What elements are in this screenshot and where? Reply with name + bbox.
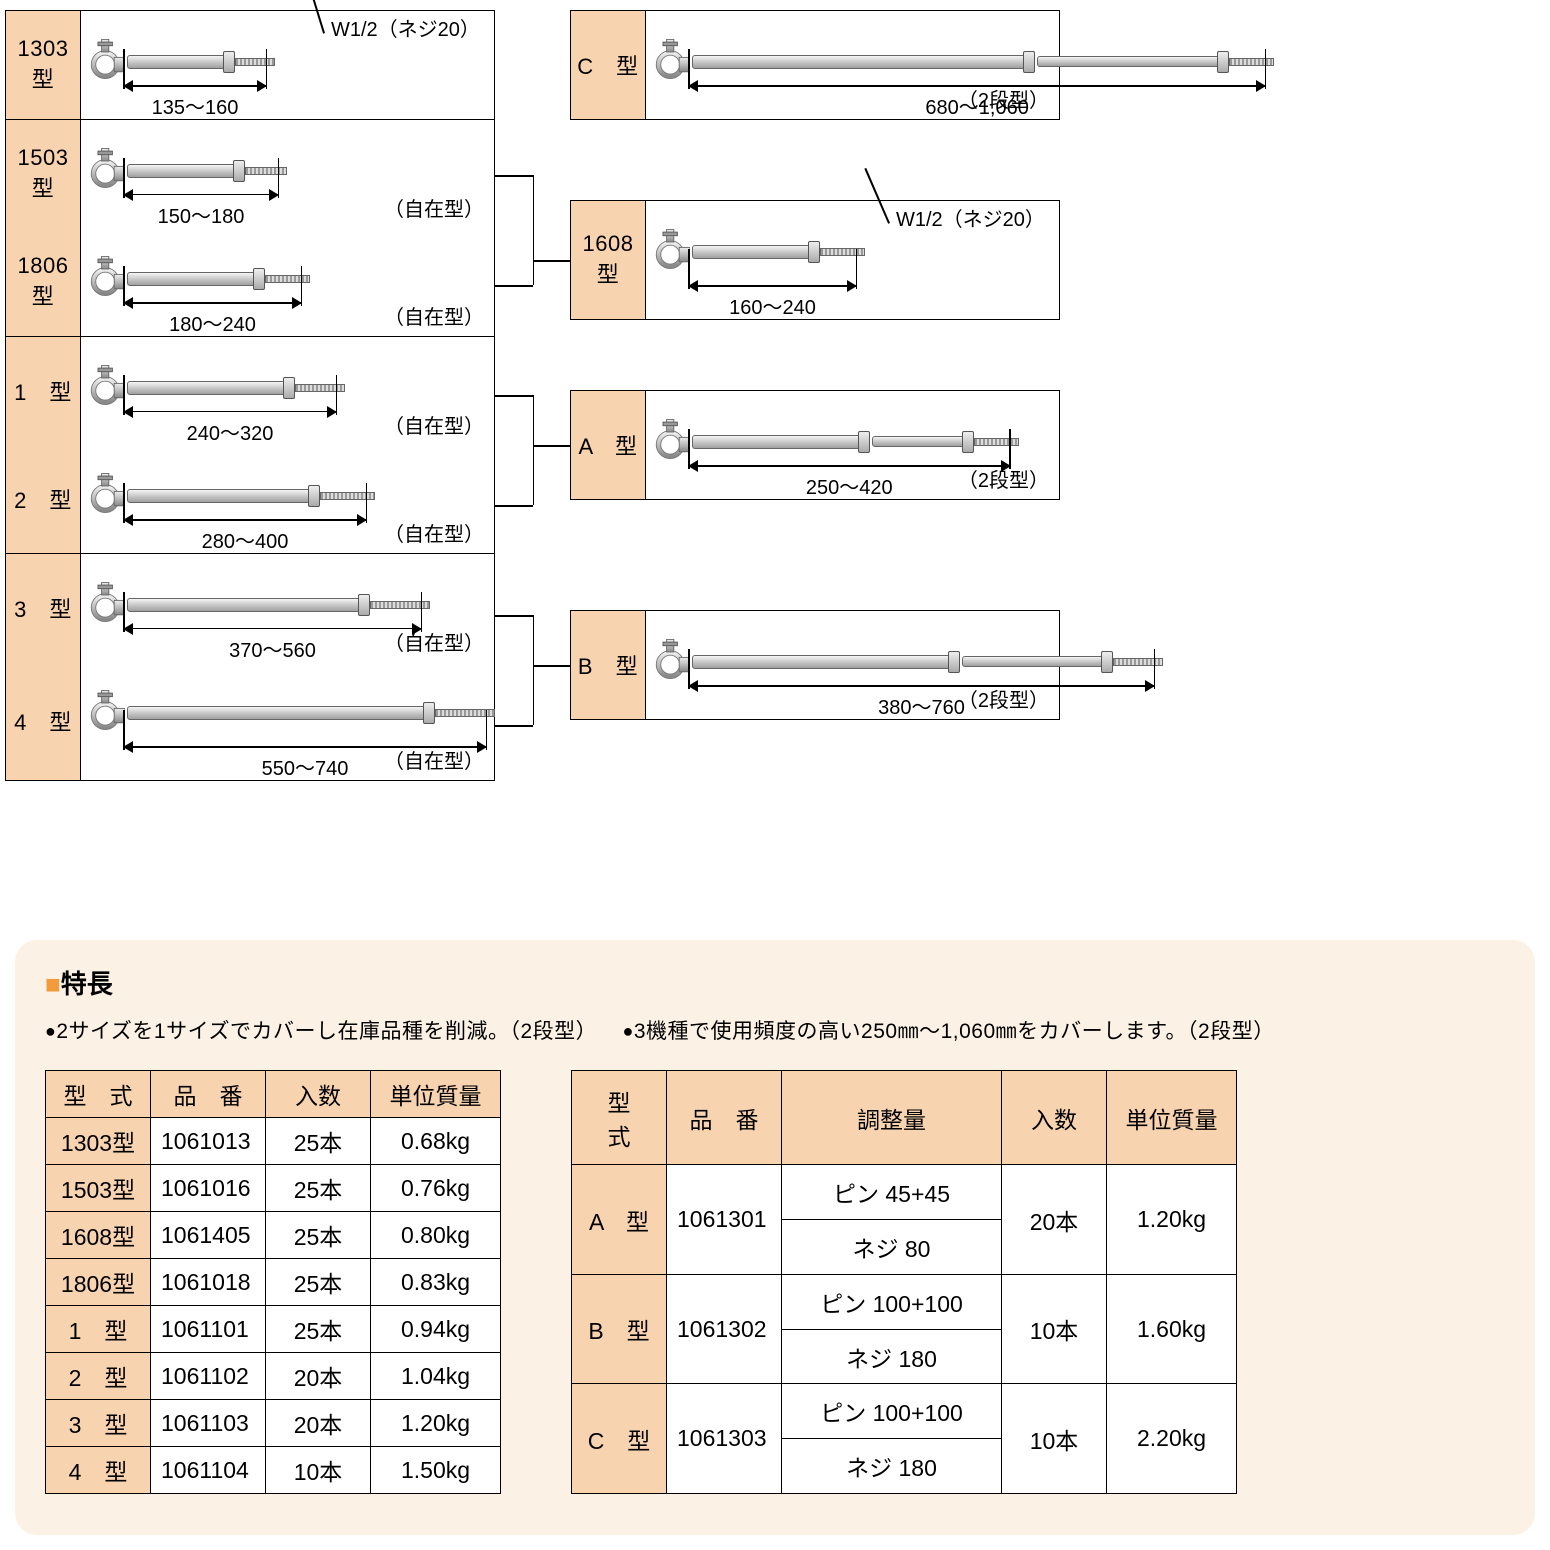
product-figure: 150～180 （自在型）	[81, 120, 494, 228]
product-row: 3 型 370～560（自在型）	[5, 553, 495, 663]
table-row: 3 型 1061103 20本 1.20kg	[46, 1400, 501, 1447]
dimension-text: 180～240	[123, 308, 302, 337]
feature-box: ■特長 ●2サイズを1サイズでカバーし在庫品種を削減。（2段型） ●3機種で使用…	[15, 940, 1535, 1535]
table-header: 品 番	[151, 1071, 266, 1118]
title-text: 特長	[61, 969, 113, 999]
product-figure: 680～1,060（2段型）	[646, 11, 1059, 119]
type-label: 1303型	[6, 11, 81, 119]
thread-note: W1/2（ネジ20）	[896, 203, 1045, 232]
spec-table-2: 型 式品 番調整量入数単位質量 A 型 1061301 ピン 45+45 20本…	[571, 1070, 1237, 1494]
subtype-tag: （自在型）	[384, 193, 484, 222]
spec-table-1: 型 式品 番入数単位質量 1303型 1061013 25本 0.68kg 15…	[45, 1070, 501, 1494]
type-cell: 3 型	[46, 1400, 151, 1447]
type-cell: 4 型	[46, 1447, 151, 1494]
table-header: 入数	[1002, 1071, 1107, 1165]
type-label: A 型	[571, 391, 646, 499]
product-figure: 370～560（自在型）	[81, 554, 494, 662]
table-row: 2 型 1061102 20本 1.04kg	[46, 1353, 501, 1400]
dimension-text: 370～560	[123, 634, 422, 663]
diagram-area: 1303型 135～160 W1/2（ネジ20） 1503型 150～180 （自在型…	[5, 10, 1545, 910]
subtype-tag: （2段型）	[958, 84, 1049, 113]
dimension-text: 135～160	[123, 91, 267, 120]
type-label: 1806型	[6, 228, 81, 336]
type-cell: C 型	[572, 1384, 667, 1494]
dimension-text: 160～240	[688, 291, 857, 320]
type-cell: A 型	[572, 1165, 667, 1275]
table-row: 1 型 1061101 25本 0.94kg	[46, 1306, 501, 1353]
table-header: 品 番	[667, 1071, 782, 1165]
product-figure: 380～760（2段型）	[646, 611, 1059, 719]
subtype-tag: （2段型）	[958, 464, 1049, 493]
subtype-tag: （自在型）	[384, 627, 484, 656]
product-figure: 160～240 W1/2（ネジ20）	[646, 201, 1059, 319]
left-column: 1303型 135～160 W1/2（ネジ20） 1503型 150～180 （自在型…	[5, 10, 495, 781]
product-figure: 280～400 （自在型）	[81, 445, 494, 553]
type-cell: 1 型	[46, 1306, 151, 1353]
product-figure: 550～740（自在型）	[81, 662, 494, 780]
table-header: 単位質量	[371, 1071, 501, 1118]
tables-wrap: 型 式品 番入数単位質量 1303型 1061013 25本 0.68kg 15…	[45, 1070, 1237, 1494]
product-row: 1503型 150～180 （自在型）	[5, 119, 495, 229]
table-row: C 型 1061303 ピン 100+100 10本 2.20kg	[572, 1384, 1237, 1439]
product-row: 1806型 180～240 （自在型）	[5, 227, 495, 337]
table-row: B 型 1061302 ピン 100+100 10本 1.60kg	[572, 1274, 1237, 1329]
product-row: A 型 250～420（2段型）	[570, 390, 1060, 500]
thread-note: W1/2（ネジ20）	[331, 13, 480, 42]
type-label: 3 型	[6, 554, 81, 662]
table-row: 1608型 1061405 25本 0.80kg	[46, 1212, 501, 1259]
section-title: ■特長	[45, 964, 1505, 1001]
square-icon: ■	[45, 969, 61, 999]
type-label: 1608型	[571, 201, 646, 319]
type-cell: 1608型	[46, 1212, 151, 1259]
type-label: 1503型	[6, 120, 81, 228]
product-row: 1608型 160～240 W1/2（ネジ20）	[570, 200, 1060, 320]
table-row: 1303型 1061013 25本 0.68kg	[46, 1118, 501, 1165]
type-label: 4 型	[6, 662, 81, 780]
product-row: 4 型 550～740（自在型）	[5, 661, 495, 781]
subtype-tag: （自在型）	[384, 301, 484, 330]
type-cell: 1806型	[46, 1259, 151, 1306]
dimension-text: 280～400	[123, 525, 367, 554]
type-label: 2 型	[6, 445, 81, 553]
dimension-text: 150～180	[123, 200, 279, 229]
table-header: 調整量	[782, 1071, 1002, 1165]
product-row: 1303型 135～160 W1/2（ネジ20）	[5, 10, 495, 120]
type-label: B 型	[571, 611, 646, 719]
subtype-tag: （2段型）	[958, 684, 1049, 713]
type-cell: 2 型	[46, 1353, 151, 1400]
subtype-tag: （自在型）	[384, 745, 484, 774]
dimension-text: 240～320	[123, 417, 337, 446]
subtype-tag: （自在型）	[384, 518, 484, 547]
subtype-tag: （自在型）	[384, 410, 484, 439]
product-figure: 180～240 （自在型）	[81, 228, 494, 336]
product-figure: 135～160 W1/2（ネジ20）	[81, 11, 494, 119]
type-cell: B 型	[572, 1274, 667, 1384]
table-header: 型 式	[46, 1071, 151, 1118]
table-header: 入数	[266, 1071, 371, 1118]
table-row: 1503型 1061016 25本 0.76kg	[46, 1165, 501, 1212]
dimension-text: 380～760	[688, 691, 1155, 720]
type-label: C 型	[571, 11, 646, 119]
table-row: A 型 1061301 ピン 45+45 20本 1.20kg	[572, 1165, 1237, 1220]
product-figure: 240～320 （自在型）	[81, 337, 494, 445]
product-row: C 型 680～1,060（2段型）	[570, 10, 1060, 120]
bullet-line: ●2サイズを1サイズでカバーし在庫品種を削減。（2段型） ●3機種で使用頻度の高…	[45, 1015, 1505, 1045]
table-header: 単位質量	[1107, 1071, 1237, 1165]
product-row: 2 型 280～400 （自在型）	[5, 444, 495, 554]
table-row: 4 型 1061104 10本 1.50kg	[46, 1447, 501, 1494]
product-row: B 型 380～760（2段型）	[570, 610, 1060, 720]
type-cell: 1503型	[46, 1165, 151, 1212]
product-figure: 250～420（2段型）	[646, 391, 1059, 499]
product-row: 1 型 240～320 （自在型）	[5, 336, 495, 446]
type-label: 1 型	[6, 337, 81, 445]
table-row: 1806型 1061018 25本 0.83kg	[46, 1259, 501, 1306]
table-header: 型 式	[572, 1071, 667, 1165]
type-cell: 1303型	[46, 1118, 151, 1165]
